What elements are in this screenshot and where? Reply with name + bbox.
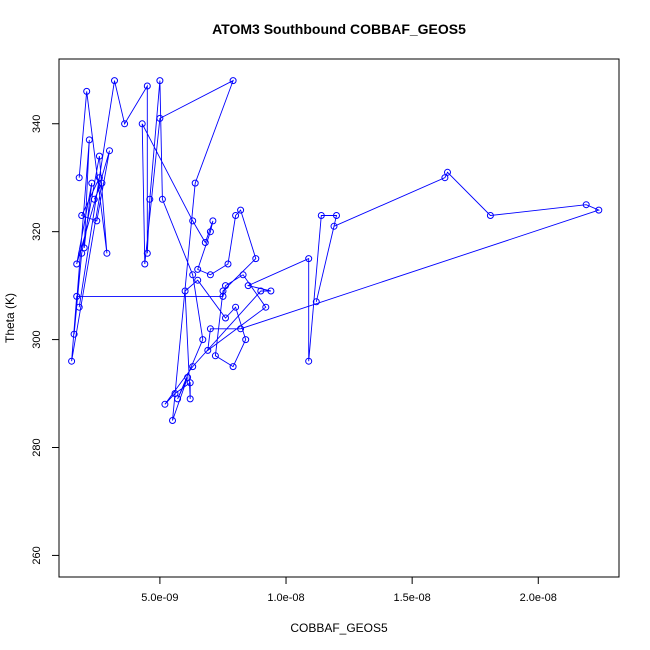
data-point: [232, 303, 240, 311]
data-point: [211, 352, 219, 360]
data-point: [103, 249, 111, 257]
y-axis-label: Theta (K): [3, 293, 17, 343]
data-point: [70, 330, 78, 338]
x-axis: 5.0e-09 1.0e-08 1.5e-08 2.0e-08: [141, 577, 557, 604]
x-tick-label: 1.5e-08: [393, 592, 430, 604]
data-point: [242, 336, 250, 344]
data-point: [90, 195, 98, 203]
data-point: [75, 303, 83, 311]
data-point: [317, 212, 325, 219]
data-point: [305, 357, 313, 365]
chart-title: ATOM3 Southbound COBBAF_GEOS5: [212, 21, 466, 37]
data-point: [146, 195, 154, 203]
data-point: [257, 287, 265, 295]
data-point: [169, 417, 176, 424]
data-point: [189, 217, 197, 225]
data-point: [191, 179, 199, 187]
data-point: [93, 217, 101, 225]
x-tick-label: 5.0e-09: [141, 592, 178, 604]
data-point: [206, 325, 214, 333]
data-point: [88, 179, 96, 187]
data-point: [158, 195, 166, 203]
data-point: [121, 120, 129, 128]
x-tick-label: 1.0e-08: [267, 592, 304, 604]
data-point: [237, 206, 245, 214]
data-point: [222, 282, 229, 290]
data-point: [83, 87, 91, 95]
data-point: [219, 292, 227, 300]
data-point: [141, 260, 149, 268]
plot-frame: [58, 58, 620, 578]
data-point: [156, 114, 164, 122]
data-point: [143, 249, 151, 257]
data-point: [78, 212, 86, 219]
x-axis-label: COBBAF_GEOS5: [290, 621, 388, 635]
data-point: [224, 260, 232, 268]
data-point: [262, 303, 270, 311]
data-point: [199, 336, 207, 344]
data-point: [209, 217, 217, 225]
data-point: [229, 363, 237, 371]
data-point: [222, 314, 229, 322]
data-point: [156, 77, 164, 85]
data-point: [201, 239, 209, 246]
data-point: [186, 379, 194, 387]
data-point: [75, 174, 83, 182]
data-point: [95, 152, 103, 160]
data-point: [138, 120, 146, 128]
data-point: [441, 174, 449, 182]
data-point: [229, 77, 237, 85]
data-point: [486, 212, 494, 219]
data-point: [237, 325, 245, 333]
data-point: [143, 82, 151, 90]
data-point: [244, 282, 252, 290]
data-point: [111, 77, 118, 85]
data-point: [239, 271, 247, 279]
data-point: [85, 136, 93, 144]
series-line: [71, 79, 601, 421]
y-tick-label: 300: [31, 330, 43, 348]
data-point: [106, 147, 113, 155]
data-point: [171, 390, 179, 397]
data-point: [232, 212, 240, 219]
data-point: [206, 228, 214, 236]
y-tick-label: 280: [31, 438, 43, 456]
x-tick-label: 2.0e-08: [520, 592, 557, 604]
data-point: [161, 400, 169, 408]
data-point: [181, 287, 189, 295]
data-point: [184, 373, 192, 381]
data-point: [80, 244, 88, 252]
data-point: [186, 395, 194, 403]
data-point: [189, 271, 197, 279]
data-point: [333, 212, 340, 219]
y-tick-label: 260: [31, 546, 43, 564]
data-point: [595, 206, 603, 214]
data-point: [73, 260, 81, 268]
data-point: [252, 255, 260, 263]
data-point: [73, 292, 81, 300]
y-tick-label: 320: [31, 222, 43, 240]
data-point: [194, 276, 202, 284]
data-point: [305, 255, 313, 263]
y-axis: 260 280 300 320 340: [31, 115, 59, 565]
data-point: [312, 298, 320, 306]
data-point: [189, 363, 197, 371]
data-point: [194, 265, 202, 273]
data-point: [206, 271, 214, 279]
data-series: [68, 77, 603, 424]
data-point: [68, 357, 76, 365]
data-point: [267, 287, 275, 295]
data-point: [204, 346, 212, 354]
y-tick-label: 340: [31, 115, 43, 133]
data-point: [98, 179, 106, 187]
data-point: [330, 222, 338, 230]
data-point: [444, 168, 451, 176]
data-point: [582, 201, 590, 209]
data-point: [174, 395, 182, 403]
